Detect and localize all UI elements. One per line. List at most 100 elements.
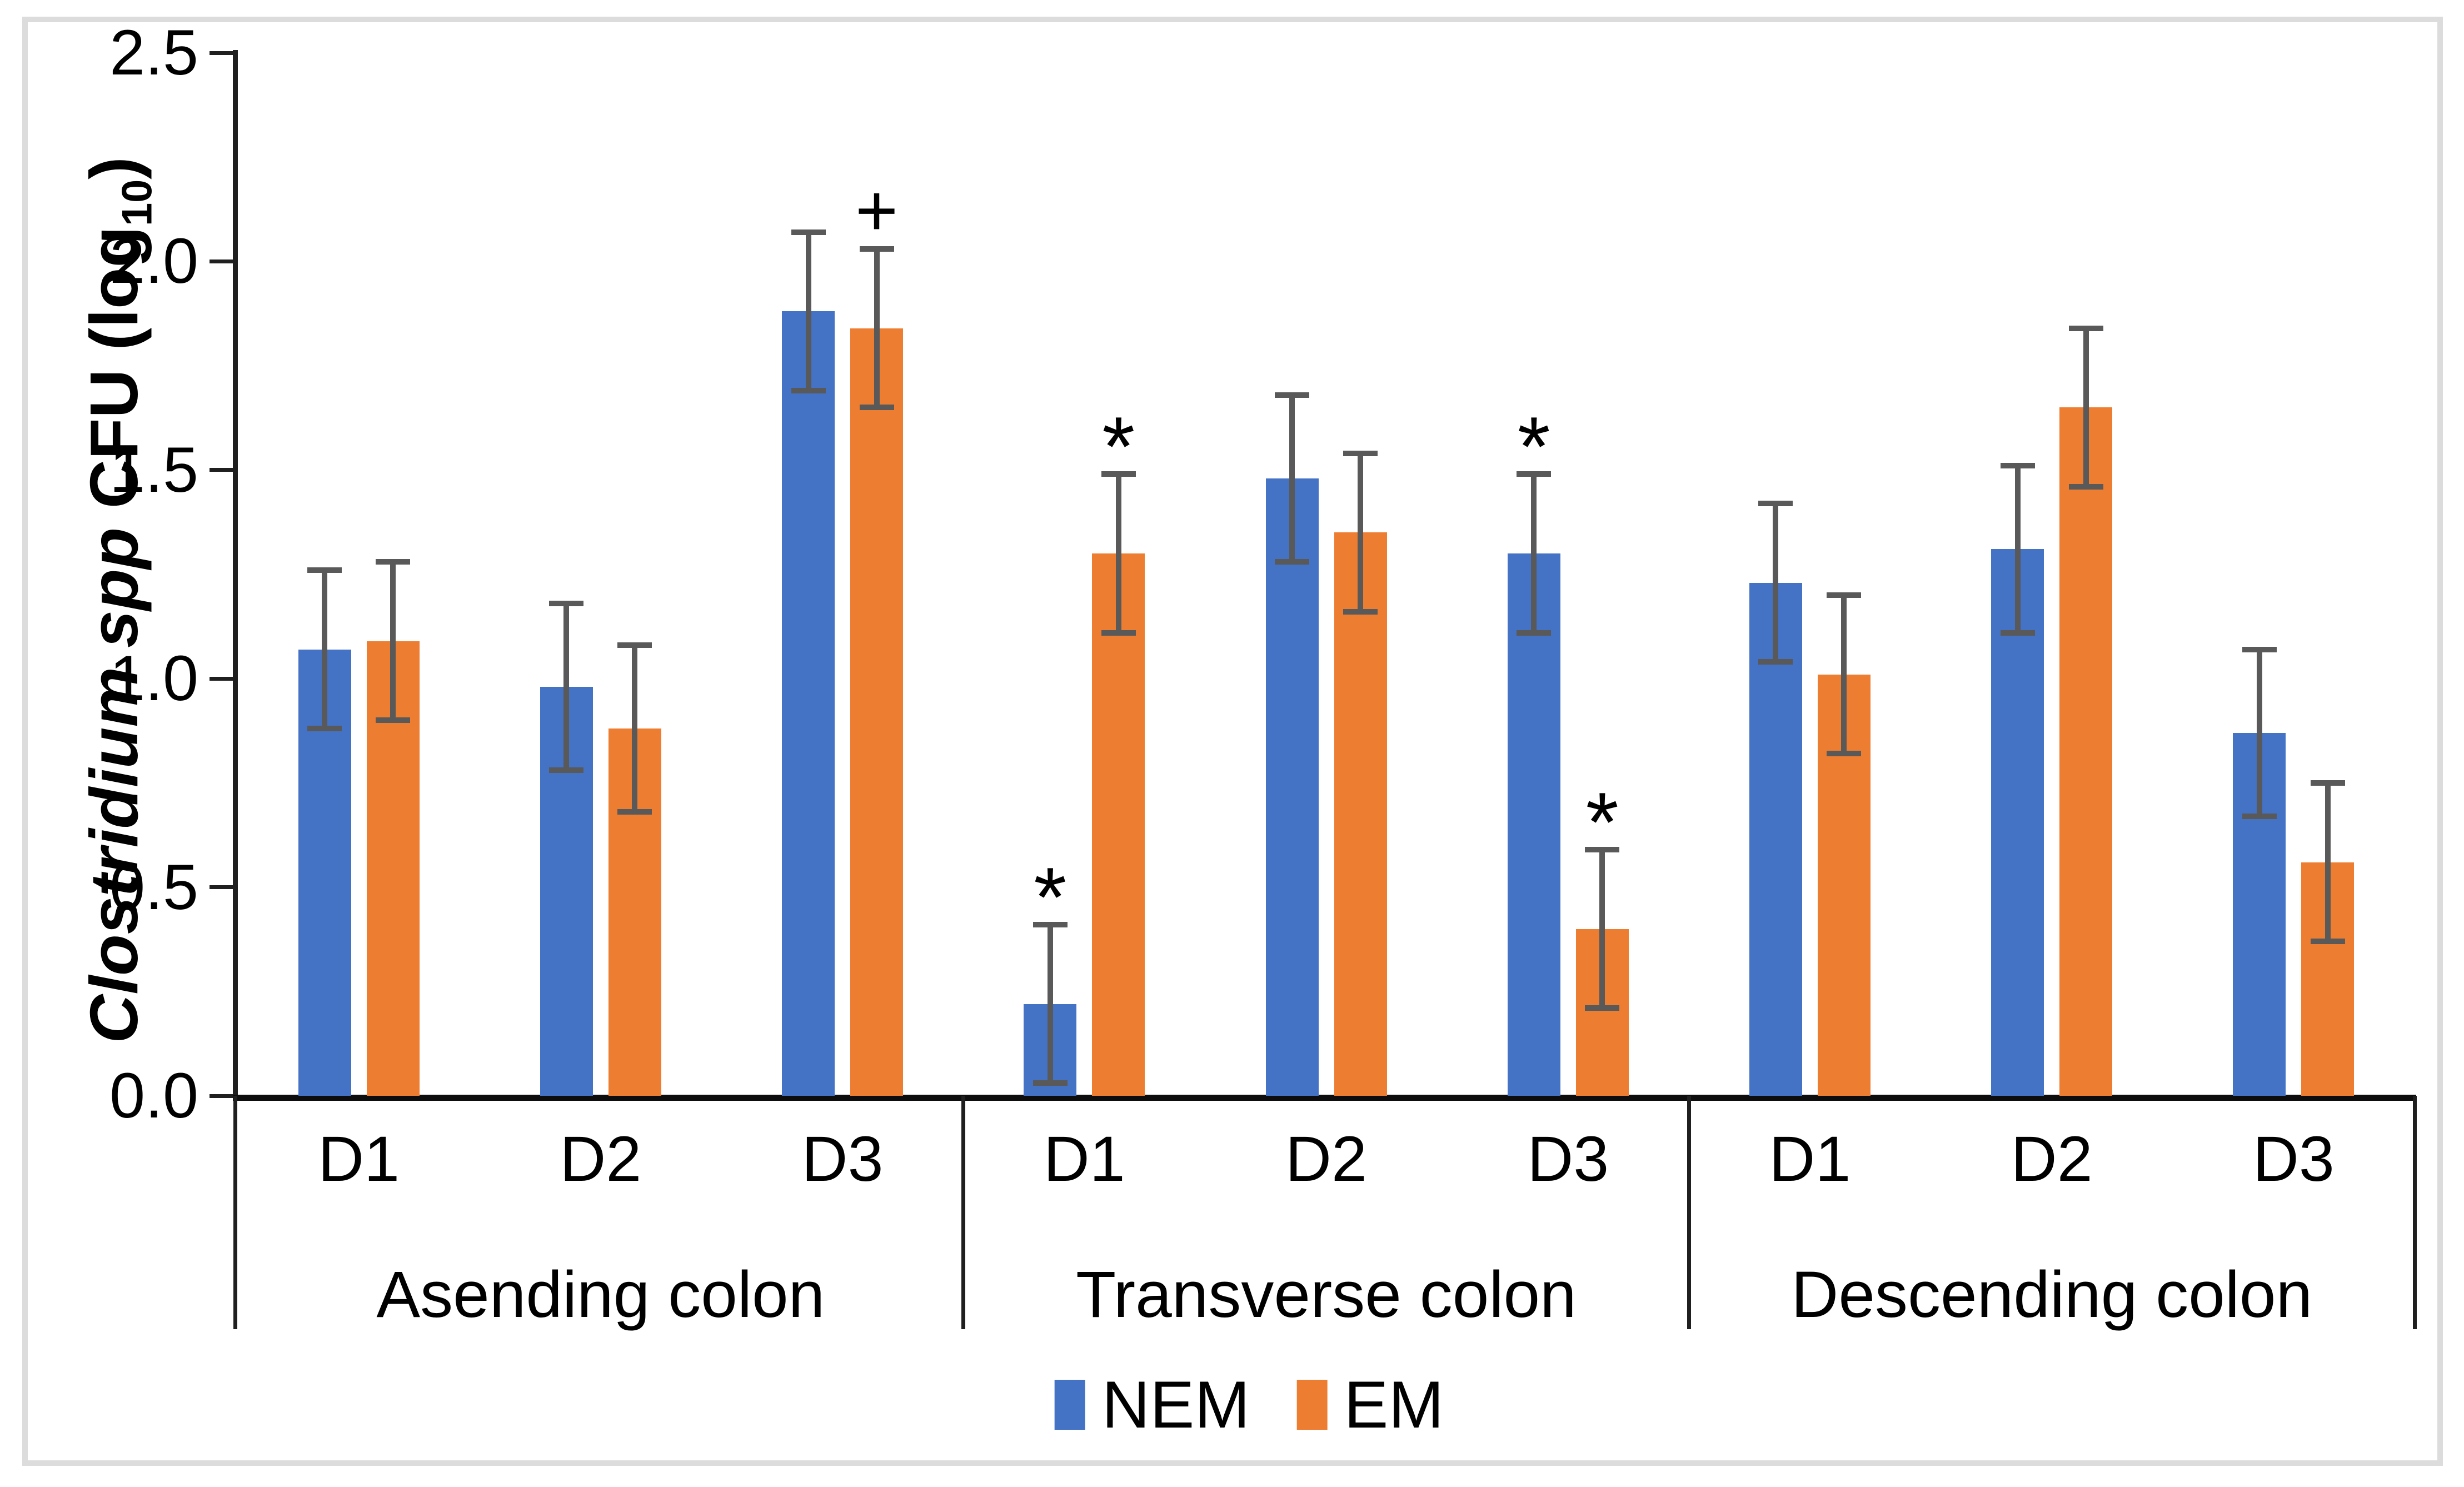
error-bar-cap-bottom bbox=[2310, 939, 2345, 945]
category-label: D1 bbox=[1043, 1124, 1125, 1195]
asterisk-annotation: * bbox=[1585, 775, 1619, 870]
y-tick-label: 1.0 bbox=[109, 643, 198, 715]
error-bar-cap-bottom bbox=[2068, 483, 2103, 490]
error-bar-line bbox=[390, 561, 396, 721]
legend-entry-em[interactable]: EM bbox=[1296, 1371, 1444, 1438]
legend-entry-nem[interactable]: NEM bbox=[1054, 1368, 1250, 1442]
y-tick-mark bbox=[210, 885, 233, 890]
error-bar-line bbox=[1841, 595, 1847, 754]
error-bar-line bbox=[2256, 649, 2262, 816]
category-divider bbox=[961, 1096, 966, 1329]
y-axis-title-species: Clostridium spp bbox=[76, 527, 152, 1044]
error-bar-cap-top bbox=[1585, 847, 1620, 853]
y-tick-mark bbox=[210, 676, 233, 681]
category-label: D3 bbox=[801, 1124, 884, 1195]
error-bar-line bbox=[1599, 850, 1605, 1009]
em-bar bbox=[2059, 407, 2113, 1096]
asterisk-annotation: * bbox=[1102, 400, 1135, 495]
category-label: D1 bbox=[1769, 1124, 1851, 1195]
category-label: D3 bbox=[1527, 1124, 1609, 1195]
error-bar-cap-top bbox=[791, 229, 826, 235]
legend-label-nem: NEM bbox=[1101, 1368, 1250, 1442]
asterisk-annotation: * bbox=[1517, 400, 1550, 495]
category-label: D3 bbox=[2252, 1124, 2335, 1195]
group-label: Descending colon bbox=[1791, 1258, 2313, 1331]
y-tick-label: 0.0 bbox=[109, 1060, 198, 1131]
y-axis-title-subscript: 10 bbox=[114, 179, 161, 226]
error-bar-line bbox=[1115, 474, 1121, 633]
y-tick-label: 1.5 bbox=[109, 434, 198, 506]
nem-bar bbox=[782, 311, 835, 1096]
error-bar-cap-bottom bbox=[1275, 558, 1309, 565]
error-bar-cap-top bbox=[2242, 646, 2277, 652]
error-bar-cap-top bbox=[1033, 922, 1068, 928]
y-tick-mark bbox=[210, 468, 233, 472]
error-bar-cap-bottom bbox=[859, 405, 894, 411]
x-axis-line bbox=[233, 1095, 2416, 1101]
category-label: D2 bbox=[2011, 1124, 2093, 1195]
error-bar-cap-top bbox=[307, 567, 342, 573]
group-label: Transverse colon bbox=[1076, 1258, 1577, 1331]
group-label: Asending colon bbox=[376, 1258, 825, 1331]
nem-bar bbox=[1265, 478, 1319, 1096]
category-divider bbox=[2412, 1096, 2417, 1329]
figure-border bbox=[22, 17, 2443, 1466]
y-tick-label: 0.5 bbox=[109, 851, 198, 923]
category-label: D2 bbox=[560, 1124, 642, 1195]
em-bar bbox=[1334, 532, 1387, 1096]
error-bar-line bbox=[1289, 395, 1295, 562]
error-bar-line bbox=[632, 645, 638, 812]
nem-bar bbox=[1991, 549, 2044, 1096]
error-bar-cap-top bbox=[2310, 780, 2345, 786]
error-bar-line bbox=[563, 603, 570, 771]
y-tick-mark bbox=[210, 1094, 233, 1098]
error-bar-cap-bottom bbox=[617, 809, 652, 815]
error-bar-cap-top bbox=[1101, 471, 1136, 477]
y-tick-label: 2.0 bbox=[109, 226, 198, 297]
em-bar bbox=[850, 328, 904, 1096]
error-bar-cap-top bbox=[549, 601, 584, 607]
error-bar-cap-bottom bbox=[1101, 630, 1136, 636]
error-bar-cap-top bbox=[2000, 463, 2035, 469]
error-bar-cap-top bbox=[1517, 471, 1552, 477]
em-bar bbox=[1092, 553, 1145, 1096]
y-tick-mark bbox=[210, 259, 233, 263]
error-bar-cap-bottom bbox=[1827, 751, 1862, 757]
error-bar-cap-bottom bbox=[2000, 630, 2035, 636]
error-bar-cap-top bbox=[1827, 592, 1862, 598]
error-bar-line bbox=[874, 248, 880, 408]
y-axis-title: Clostridium sppCFU (log10) bbox=[72, 8, 161, 1192]
error-bar-cap-bottom bbox=[2242, 813, 2277, 819]
error-bar-line bbox=[2014, 466, 2021, 633]
error-bar-cap-bottom bbox=[1585, 1005, 1620, 1011]
y-tick-label: 2.5 bbox=[109, 17, 198, 88]
error-bar-line bbox=[1773, 503, 1779, 662]
error-bar-line bbox=[805, 232, 811, 391]
nem-bar bbox=[1749, 582, 1802, 1096]
error-bar-cap-top bbox=[617, 642, 652, 648]
error-bar-line bbox=[2325, 782, 2331, 942]
error-bar-cap-top bbox=[376, 558, 411, 565]
error-bar-cap-top bbox=[2068, 325, 2103, 331]
plus-annotation: + bbox=[855, 169, 899, 251]
legend-swatch-nem bbox=[1054, 1380, 1085, 1430]
error-bar-cap-top bbox=[1758, 500, 1793, 506]
error-bar-cap-bottom bbox=[1517, 630, 1552, 636]
y-axis-title-close: ) bbox=[76, 157, 152, 179]
legend: NEM EM bbox=[1054, 1368, 1444, 1442]
error-bar-cap-bottom bbox=[549, 767, 584, 774]
error-bar-cap-bottom bbox=[791, 388, 826, 394]
error-bar-cap-bottom bbox=[1343, 609, 1378, 615]
legend-label-em: EM bbox=[1344, 1368, 1444, 1442]
category-divider bbox=[1687, 1096, 1691, 1329]
asterisk-annotation: * bbox=[1034, 850, 1067, 945]
nem-bar bbox=[1507, 553, 1560, 1096]
error-bar-cap-top bbox=[1275, 392, 1309, 398]
category-label: D2 bbox=[1285, 1124, 1367, 1195]
y-tick-mark bbox=[210, 51, 233, 55]
error-bar-cap-bottom bbox=[1758, 659, 1793, 665]
category-divider bbox=[233, 1096, 237, 1329]
error-bar-line bbox=[2083, 328, 2089, 487]
error-bar-cap-top bbox=[1343, 450, 1378, 456]
